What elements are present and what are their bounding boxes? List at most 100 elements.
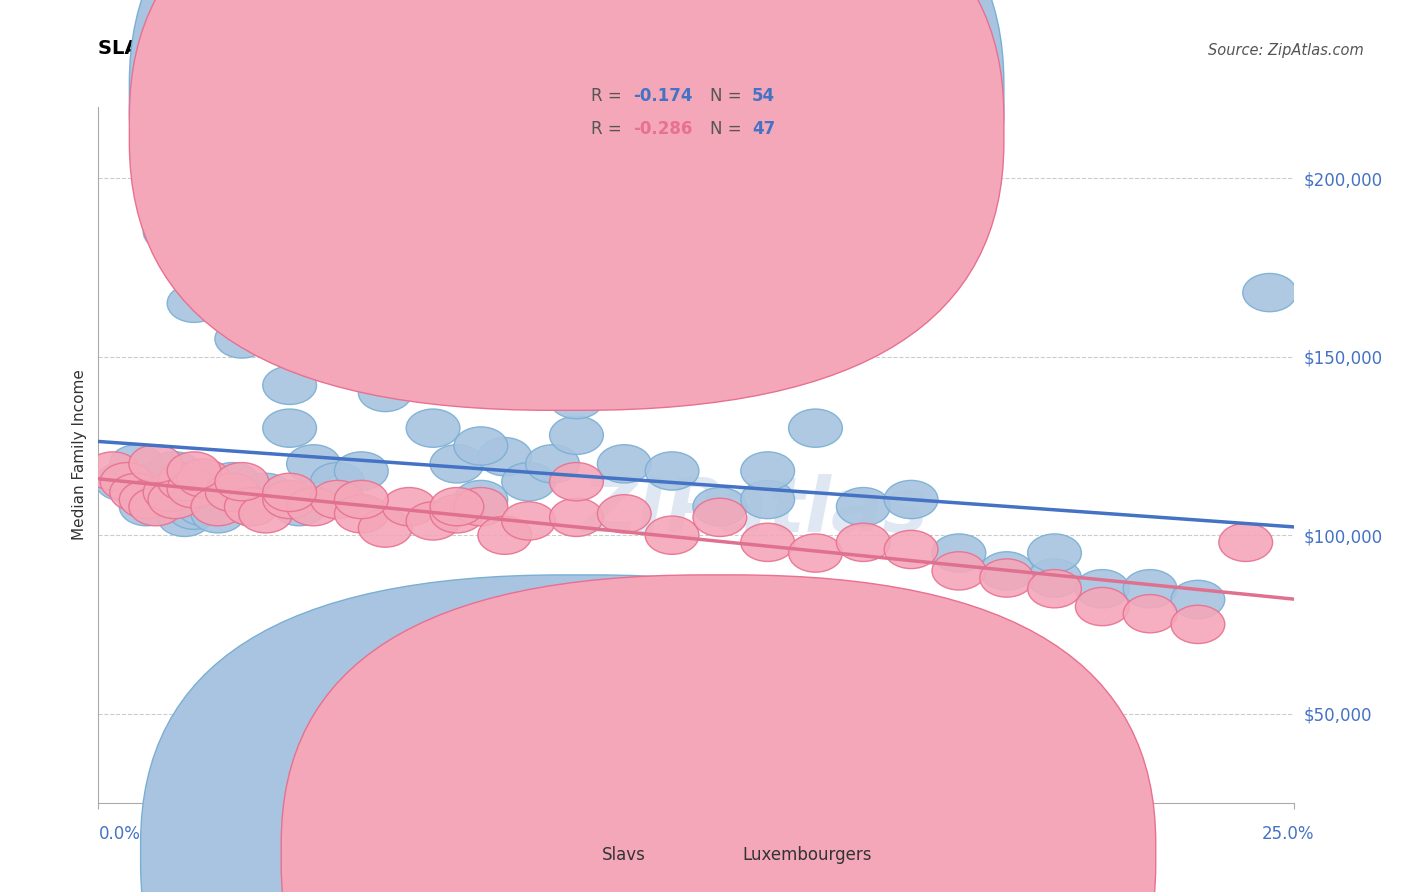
Ellipse shape (167, 452, 221, 490)
Ellipse shape (598, 495, 651, 533)
Ellipse shape (406, 409, 460, 447)
Text: 54: 54 (752, 87, 775, 105)
Ellipse shape (129, 488, 183, 525)
Ellipse shape (359, 509, 412, 547)
Ellipse shape (157, 499, 211, 536)
Ellipse shape (110, 445, 163, 483)
Ellipse shape (932, 534, 986, 572)
Ellipse shape (359, 374, 412, 411)
Ellipse shape (980, 559, 1033, 597)
Ellipse shape (741, 524, 794, 561)
Ellipse shape (741, 481, 794, 518)
Ellipse shape (120, 481, 173, 518)
Text: Slavs: Slavs (602, 847, 645, 864)
Ellipse shape (454, 481, 508, 518)
Ellipse shape (148, 481, 202, 518)
Ellipse shape (359, 320, 412, 358)
Ellipse shape (167, 491, 221, 529)
Ellipse shape (225, 488, 278, 525)
Ellipse shape (741, 452, 794, 490)
Ellipse shape (225, 488, 278, 525)
Ellipse shape (645, 516, 699, 554)
Ellipse shape (454, 427, 508, 465)
Text: 25.0%: 25.0% (1263, 825, 1315, 843)
Text: -0.174: -0.174 (633, 87, 692, 105)
Ellipse shape (191, 495, 245, 533)
Ellipse shape (148, 452, 202, 490)
Ellipse shape (157, 463, 211, 500)
Ellipse shape (335, 495, 388, 533)
Ellipse shape (837, 488, 890, 525)
Ellipse shape (382, 488, 436, 525)
Ellipse shape (129, 445, 183, 483)
Ellipse shape (100, 463, 155, 500)
Ellipse shape (478, 516, 531, 554)
Ellipse shape (1243, 274, 1296, 311)
Ellipse shape (205, 463, 259, 500)
Ellipse shape (157, 481, 211, 518)
Ellipse shape (980, 552, 1033, 590)
Ellipse shape (598, 445, 651, 483)
Ellipse shape (287, 445, 340, 483)
Text: -0.286: -0.286 (633, 120, 692, 138)
Ellipse shape (239, 474, 292, 511)
Text: 0.0%: 0.0% (98, 825, 141, 843)
Ellipse shape (143, 213, 197, 251)
Ellipse shape (430, 495, 484, 533)
Ellipse shape (205, 474, 259, 511)
Ellipse shape (550, 463, 603, 500)
Text: ZIPatlas: ZIPatlas (582, 474, 929, 548)
Ellipse shape (191, 474, 245, 511)
Ellipse shape (478, 438, 531, 475)
Ellipse shape (167, 285, 221, 322)
Ellipse shape (96, 463, 149, 500)
Ellipse shape (884, 531, 938, 568)
Ellipse shape (177, 459, 231, 497)
Ellipse shape (143, 470, 197, 508)
Ellipse shape (191, 488, 245, 525)
Ellipse shape (287, 488, 340, 525)
Ellipse shape (1076, 570, 1129, 607)
Ellipse shape (273, 488, 326, 525)
Ellipse shape (550, 499, 603, 536)
Ellipse shape (239, 495, 292, 533)
Ellipse shape (1171, 606, 1225, 643)
Ellipse shape (932, 552, 986, 590)
Ellipse shape (263, 367, 316, 404)
Ellipse shape (129, 463, 183, 500)
Text: 47: 47 (752, 120, 776, 138)
Text: R =: R = (591, 120, 627, 138)
Text: R =: R = (591, 87, 627, 105)
Ellipse shape (263, 481, 316, 518)
Y-axis label: Median Family Income: Median Family Income (72, 369, 87, 541)
Ellipse shape (837, 524, 890, 561)
Ellipse shape (335, 452, 388, 490)
Ellipse shape (789, 534, 842, 572)
Ellipse shape (789, 409, 842, 447)
Ellipse shape (884, 481, 938, 518)
Ellipse shape (335, 481, 388, 518)
Ellipse shape (143, 474, 197, 511)
Ellipse shape (167, 470, 221, 508)
Ellipse shape (550, 381, 603, 418)
Ellipse shape (550, 417, 603, 454)
Ellipse shape (430, 488, 484, 525)
Ellipse shape (1171, 581, 1225, 618)
Ellipse shape (263, 409, 316, 447)
Ellipse shape (454, 488, 508, 525)
Ellipse shape (693, 488, 747, 525)
Text: SLAVIC VS LUXEMBOURGER MEDIAN FAMILY INCOME CORRELATION CHART: SLAVIC VS LUXEMBOURGER MEDIAN FAMILY INC… (98, 39, 910, 58)
Text: N =: N = (710, 87, 747, 105)
Ellipse shape (502, 463, 555, 500)
Ellipse shape (311, 481, 364, 518)
Ellipse shape (1028, 570, 1081, 607)
Ellipse shape (263, 474, 316, 511)
Ellipse shape (1219, 524, 1272, 561)
Ellipse shape (1076, 588, 1129, 625)
Ellipse shape (1123, 595, 1177, 632)
Text: Luxembourgers: Luxembourgers (742, 847, 872, 864)
Ellipse shape (120, 488, 173, 525)
Ellipse shape (430, 445, 484, 483)
Ellipse shape (177, 488, 231, 525)
Ellipse shape (86, 452, 139, 490)
